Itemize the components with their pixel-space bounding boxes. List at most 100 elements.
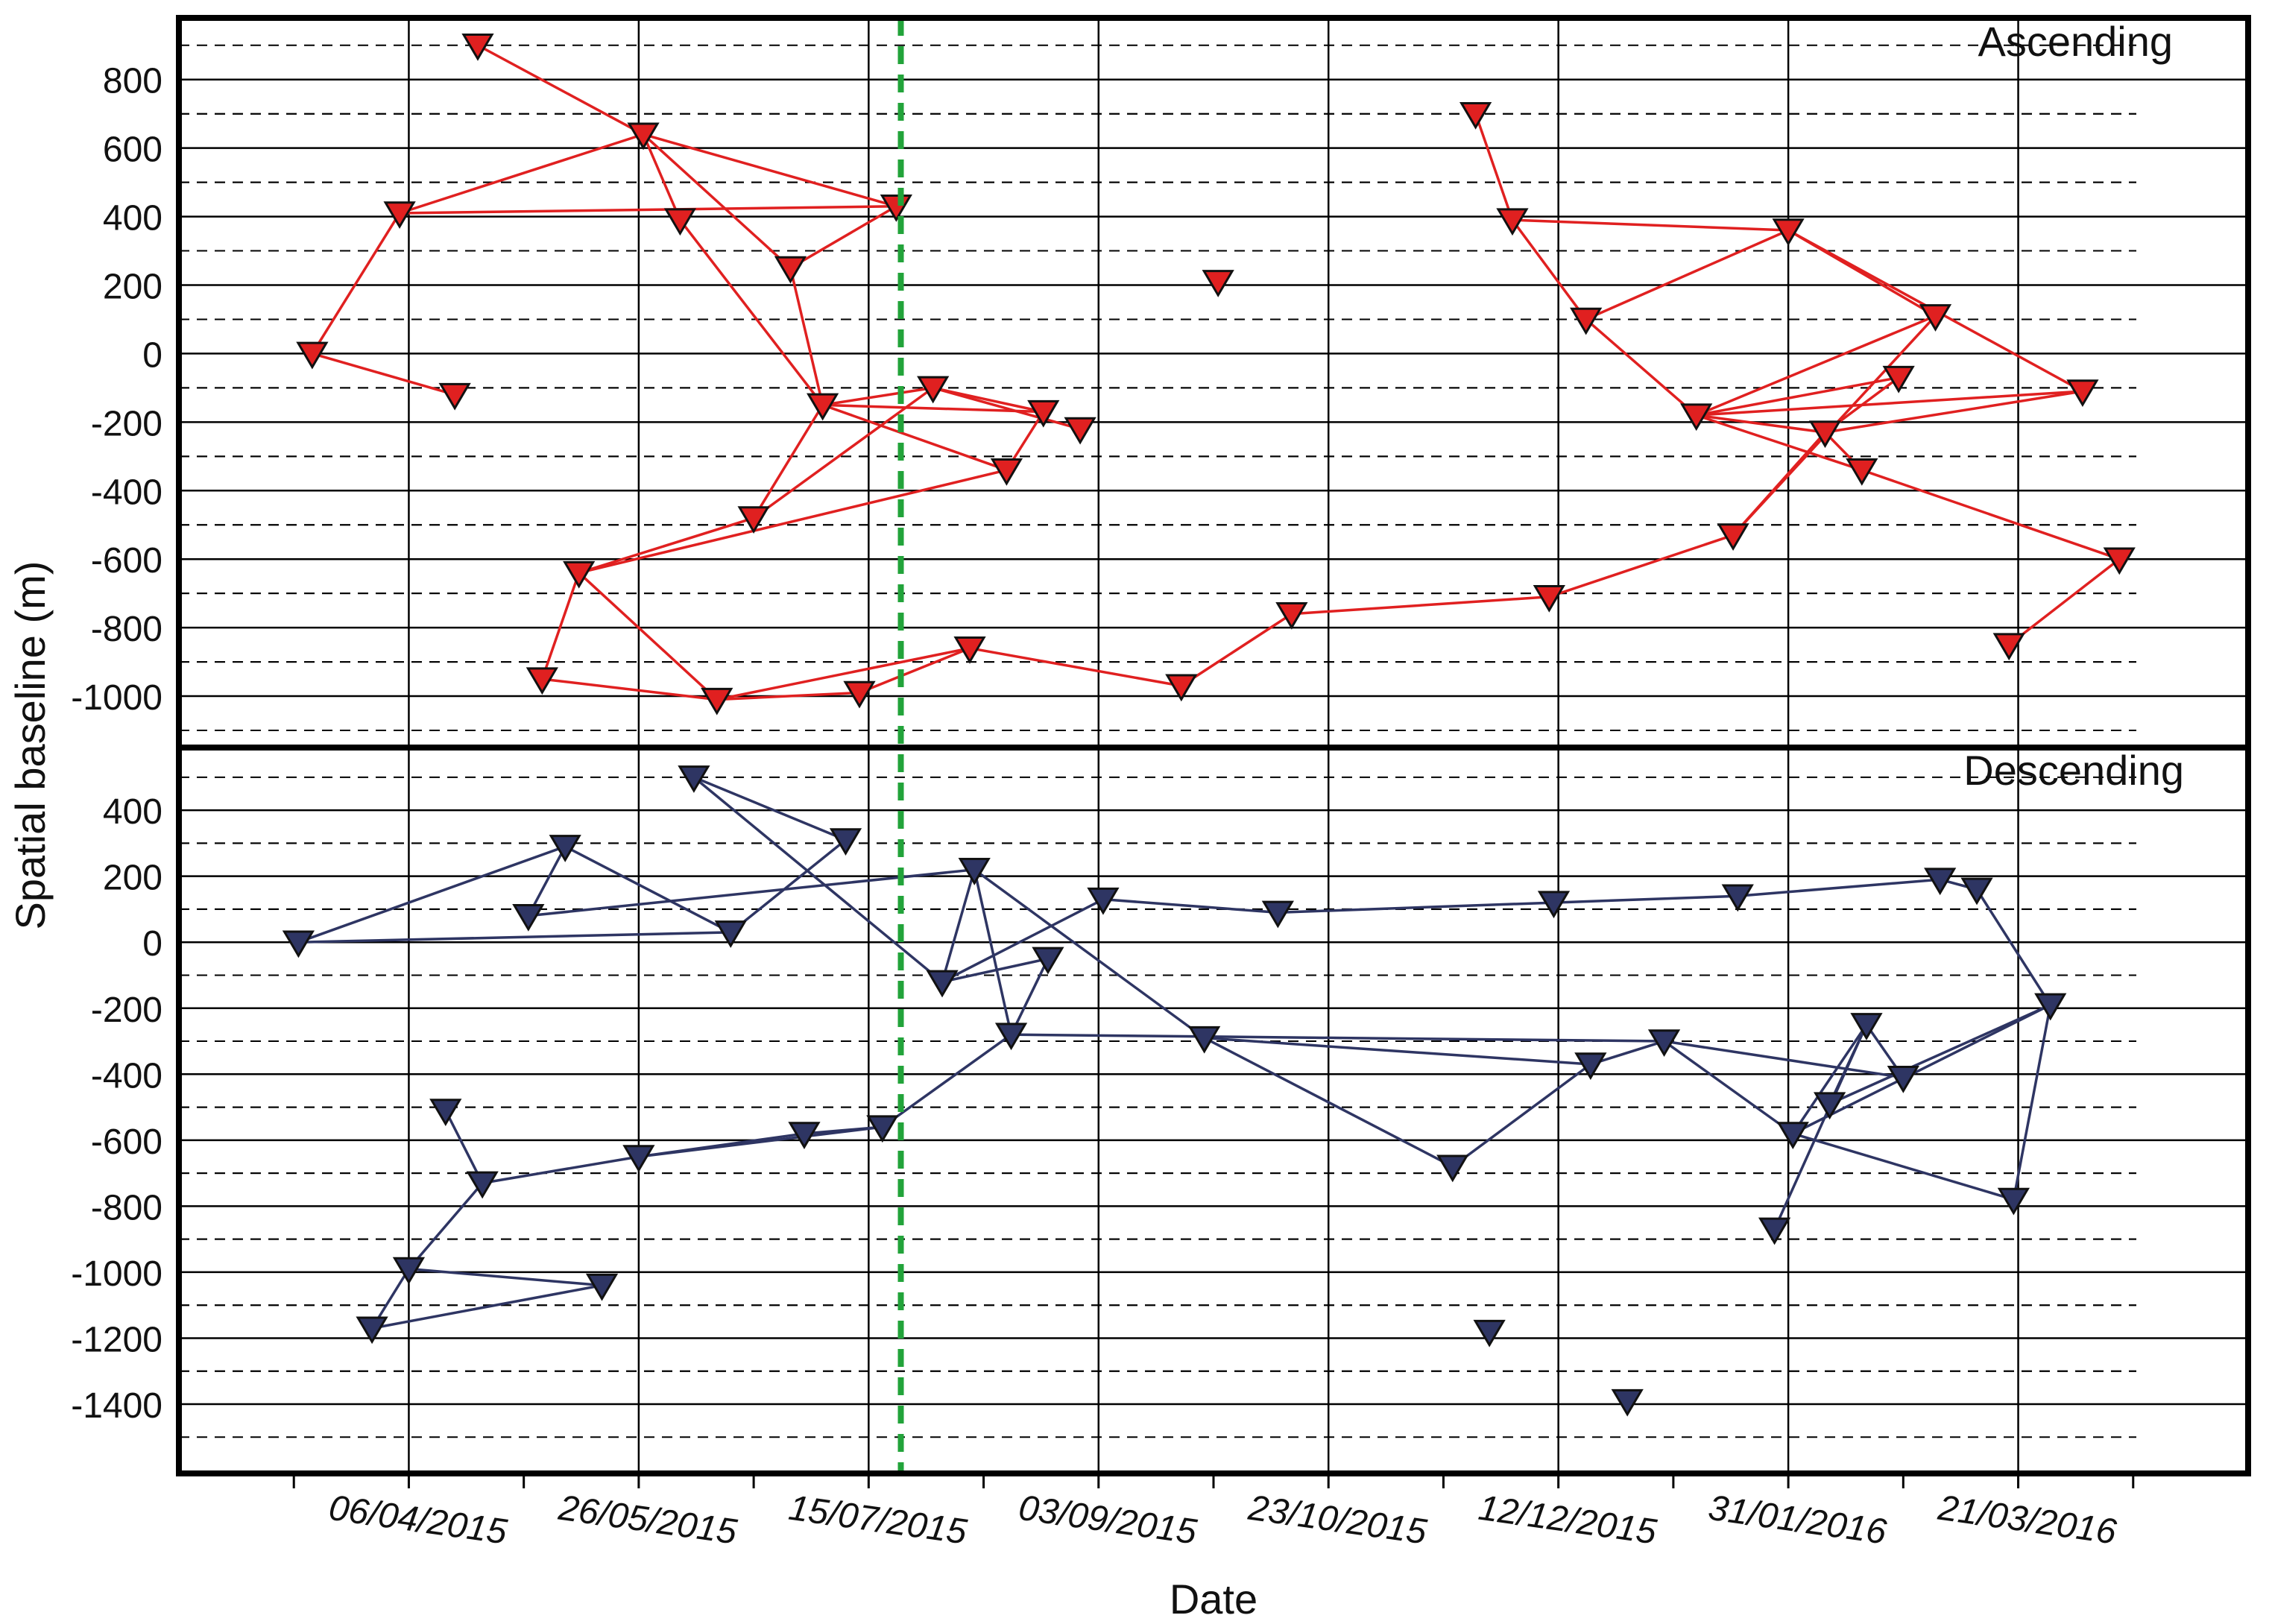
ascending-points bbox=[296, 34, 2136, 715]
acquisition-point bbox=[627, 122, 660, 151]
connection-line bbox=[1278, 901, 1554, 914]
acquisition-point bbox=[1680, 403, 1713, 432]
acquisition-point bbox=[737, 506, 770, 534]
connection-line bbox=[716, 646, 971, 701]
connection-line bbox=[1585, 229, 1789, 321]
acquisition-point bbox=[356, 1316, 388, 1345]
acquisition-point bbox=[714, 920, 747, 948]
acquisition-point bbox=[1165, 674, 1198, 702]
connection-line bbox=[2008, 557, 2121, 646]
y-tick-label: -1000 bbox=[71, 678, 162, 718]
connection-line bbox=[578, 469, 1007, 575]
acquisition-point bbox=[1202, 270, 1234, 297]
y-tick-label: -200 bbox=[91, 990, 162, 1030]
connection-line bbox=[1696, 390, 2083, 417]
connection-line bbox=[1861, 469, 2120, 560]
y-tick-label: 0 bbox=[142, 924, 162, 964]
connection-line bbox=[1009, 958, 1050, 1035]
acquisition-point bbox=[1496, 208, 1529, 236]
connection-line bbox=[973, 869, 1013, 1035]
connection-line bbox=[477, 44, 644, 136]
acquisition-point bbox=[1919, 304, 1952, 332]
acquisition-point bbox=[563, 560, 596, 589]
y-tick-label: -200 bbox=[91, 404, 162, 443]
acquisition-point bbox=[296, 341, 329, 370]
connection-line bbox=[482, 1155, 640, 1185]
acquisition-point bbox=[383, 201, 416, 229]
x-tick-label: 03/09/2015 bbox=[1016, 1488, 1199, 1552]
connection-line bbox=[932, 386, 1081, 431]
connection-line bbox=[881, 1033, 1012, 1128]
acquisition-point bbox=[663, 208, 697, 236]
connection-line bbox=[1664, 1040, 1904, 1079]
connection-line bbox=[1791, 1023, 1868, 1134]
connection-line bbox=[1180, 613, 1293, 687]
acquisition-point bbox=[622, 1145, 655, 1172]
acquisition-point bbox=[990, 458, 1023, 486]
acquisition-point bbox=[701, 687, 733, 715]
acquisition-point bbox=[1924, 868, 1957, 896]
acquisition-point bbox=[466, 1171, 499, 1199]
acquisition-point bbox=[1776, 1122, 1809, 1149]
connection-line bbox=[789, 205, 897, 270]
acquisition-point bbox=[1473, 1319, 1506, 1347]
connection-line bbox=[1585, 318, 1697, 417]
connection-line bbox=[312, 352, 455, 396]
y-tick-label: -400 bbox=[91, 473, 162, 512]
acquisition-point bbox=[1188, 1026, 1221, 1054]
x-tick-label: 31/01/2016 bbox=[1706, 1488, 1890, 1552]
connection-line bbox=[444, 1110, 484, 1184]
connection-line bbox=[1102, 897, 1278, 914]
ascending-grid bbox=[179, 18, 2248, 748]
acquisition-point bbox=[585, 1273, 619, 1301]
acquisition-point bbox=[461, 34, 494, 61]
connection-line bbox=[973, 868, 1205, 1040]
x-tick-label: 12/12/2015 bbox=[1476, 1488, 1659, 1552]
connection-line bbox=[1828, 1003, 2051, 1105]
x-axis-label: Date bbox=[1170, 1576, 1257, 1623]
acquisition-point bbox=[807, 393, 839, 421]
connection-line bbox=[1732, 431, 1826, 537]
connection-line bbox=[1011, 1033, 1664, 1043]
descending-panel: 400 200 0 -200 -400 -600 -800 -1000 -1200 -1400 D… bbox=[71, 747, 2248, 1473]
acquisition-point bbox=[438, 382, 471, 411]
acquisition-point bbox=[392, 1257, 426, 1285]
y-tick-label: 400 bbox=[103, 199, 162, 238]
y-axis-label: Spatial baseline (m) bbox=[7, 561, 54, 930]
acquisition-point bbox=[1808, 420, 1842, 449]
y-tick-label: -600 bbox=[91, 541, 162, 581]
connection-line bbox=[1792, 1132, 2014, 1201]
connection-line bbox=[1548, 534, 1734, 598]
x-tick-label: 26/05/2015 bbox=[555, 1488, 739, 1552]
descending-panel-title: Descending bbox=[1963, 747, 2184, 794]
acquisition-point bbox=[953, 636, 986, 664]
connection-line bbox=[298, 931, 731, 944]
acquisition-point bbox=[1647, 1029, 1681, 1058]
x-tick-label: 21/03/2016 bbox=[1935, 1488, 2119, 1552]
connection-line bbox=[941, 869, 976, 982]
x-axis-ticks: 06/04/2015 26/05/2015 15/07/2015 03/09/2015… bbox=[292, 1473, 2135, 1552]
acquisition-point bbox=[788, 1122, 821, 1149]
acquisition-point bbox=[1992, 633, 2025, 661]
x-tick-label: 23/10/2015 bbox=[1246, 1488, 1430, 1552]
acquisition-point bbox=[1574, 1052, 1607, 1081]
connection-line bbox=[1696, 376, 1899, 417]
connection-line bbox=[1738, 878, 1940, 897]
connection-line bbox=[941, 957, 1049, 984]
connection-line bbox=[822, 403, 1007, 472]
connection-line bbox=[1696, 315, 1937, 417]
y-tick-label: -400 bbox=[91, 1056, 162, 1096]
connection-line bbox=[730, 838, 847, 934]
y-tick-label: 400 bbox=[103, 792, 162, 832]
connection-line bbox=[1792, 1003, 2051, 1135]
connection-line bbox=[1975, 888, 2052, 1006]
connection-line bbox=[642, 133, 682, 221]
connection-line bbox=[789, 268, 824, 405]
acquisition-point bbox=[1436, 1154, 1469, 1183]
y-tick-label: -600 bbox=[91, 1122, 162, 1162]
connection-line bbox=[1512, 218, 1789, 232]
acquisition-point bbox=[1261, 900, 1294, 929]
acquisition-point bbox=[958, 858, 991, 885]
connection-line bbox=[1203, 1037, 1454, 1168]
acquisition-point bbox=[2034, 993, 2067, 1021]
